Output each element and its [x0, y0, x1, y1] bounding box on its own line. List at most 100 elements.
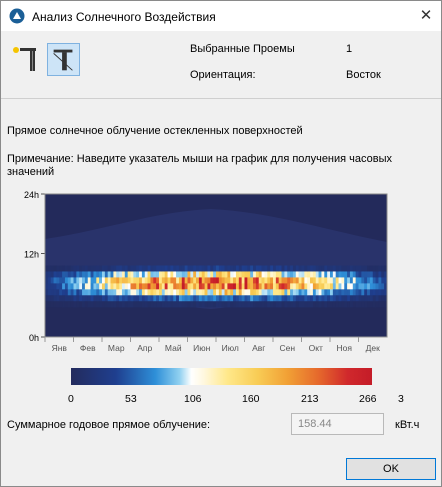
heatmap-cell	[281, 265, 285, 272]
heatmap-cell	[352, 271, 356, 278]
total-value-field[interactable]: 158.44	[291, 413, 384, 435]
heatmap-cell	[267, 301, 271, 308]
heatmap-cell	[307, 289, 311, 296]
heatmap-cell	[161, 301, 165, 308]
orientation-label: Ориентация:	[190, 69, 256, 81]
heatmap-cell	[153, 277, 157, 284]
heatmap-cell	[107, 289, 111, 296]
heatmap-cell	[87, 271, 91, 278]
heatmap-cell	[130, 289, 134, 296]
heatmap-cell	[341, 283, 345, 290]
heatmap-cell	[116, 265, 120, 272]
heatmap-cell	[247, 289, 251, 296]
heatmap-cell	[304, 283, 308, 290]
heatmap-cell	[330, 277, 334, 284]
sun-wall-tool-icon[interactable]	[11, 43, 41, 75]
heatmap-cell	[84, 301, 89, 308]
heatmap-cell	[133, 295, 137, 302]
heatmap-cell	[67, 283, 71, 290]
heatmap-cell	[270, 289, 274, 296]
heatmap-cell	[355, 271, 359, 278]
heatmap-cell	[364, 265, 368, 272]
heatmap-cell	[241, 283, 245, 290]
heatmap-cell	[264, 301, 268, 308]
close-icon[interactable]: ✕	[419, 7, 433, 24]
heatmap-cell	[67, 289, 71, 296]
heatmap-cell	[372, 265, 376, 272]
heatmap-cell	[355, 277, 359, 284]
heatmap-cell	[330, 289, 334, 296]
heatmap-cell	[247, 265, 251, 272]
heatmap-cell	[130, 283, 134, 290]
title-bar: Анализ Солнечного Воздействия ✕	[1, 1, 441, 31]
heatmap-cell	[113, 295, 117, 302]
heatmap-cell	[247, 295, 251, 302]
heatmap-cell	[324, 265, 328, 272]
heatmap-cell	[238, 295, 242, 302]
heatmap-cell	[278, 289, 282, 296]
month-label: Фев	[80, 343, 96, 353]
heatmap-cell	[121, 265, 126, 272]
heatmap-cell	[144, 271, 148, 278]
chart-heading: Прямое солнечное облучение остекленных п…	[7, 125, 303, 137]
heatmap-cell	[318, 277, 322, 284]
heatmap-cell	[204, 289, 208, 296]
heatmap-cell	[84, 289, 89, 296]
heatmap-cell	[238, 289, 242, 296]
heatmap-cell	[227, 271, 231, 278]
month-label: Мар	[108, 343, 125, 353]
heatmap-cell	[50, 265, 54, 272]
irradiation-heatmap[interactable]: 24h 12h 0h Янв Фев Мар Апр Май Июн Июл Авг Сен Окт Н…	[1, 184, 442, 359]
heatmap-cell	[284, 265, 288, 272]
heatmap-cell	[116, 277, 120, 284]
heatmap-cell	[116, 289, 120, 296]
heatmap-cell	[176, 301, 180, 308]
heatmap-cell	[73, 265, 77, 272]
heatmap-cell	[62, 277, 66, 284]
heatmap-cell	[233, 289, 237, 296]
heatmap-cell	[79, 289, 83, 296]
heatmap-cell	[47, 301, 51, 308]
heatmap-cell	[204, 277, 208, 284]
shading-tool-icon	[53, 49, 73, 71]
heatmap-cell	[173, 295, 177, 302]
heatmap-cell	[378, 277, 382, 284]
heatmap-cell	[312, 301, 317, 308]
heatmap-cell	[338, 283, 342, 290]
shading-tool-button[interactable]	[47, 43, 80, 76]
heatmap-cell	[119, 301, 123, 308]
heatmap-cell	[244, 271, 248, 278]
heatmap-cell	[349, 295, 354, 302]
heatmap-cell	[62, 271, 66, 278]
heatmap-cell	[181, 283, 185, 290]
heatmap-cell	[124, 295, 128, 302]
heatmap-cell	[70, 277, 74, 284]
heatmap-cell	[361, 301, 365, 308]
heatmap-cell	[321, 289, 325, 296]
heatmap-cell	[76, 283, 80, 290]
heatmap-cell	[344, 301, 348, 308]
heatmap-cell	[176, 265, 180, 272]
heatmap-cell	[70, 301, 74, 308]
heatmap-cell	[349, 301, 354, 308]
heatmap-cell	[147, 289, 151, 296]
heatmap-cell	[358, 271, 362, 278]
heatmap-cell	[136, 295, 140, 302]
heatmap-cell	[99, 283, 103, 290]
heatmap-cell	[261, 277, 265, 284]
heatmap-cell	[207, 289, 211, 296]
heatmap-cell	[47, 277, 51, 284]
ok-button[interactable]: OK	[346, 458, 436, 480]
heatmap-cell	[233, 265, 237, 272]
heatmap-cell	[159, 277, 163, 284]
heatmap-cell	[90, 265, 94, 272]
heatmap-cell	[207, 271, 211, 278]
heatmap-cell	[93, 295, 97, 302]
heatmap-cell	[278, 283, 282, 290]
heatmap-cell	[290, 283, 294, 290]
heatmap-cell	[295, 277, 299, 284]
heatmap-cell	[301, 301, 305, 308]
y-tick-label: 12h	[24, 250, 39, 260]
heatmap-cell	[53, 283, 57, 290]
heatmap-cell	[184, 295, 188, 302]
